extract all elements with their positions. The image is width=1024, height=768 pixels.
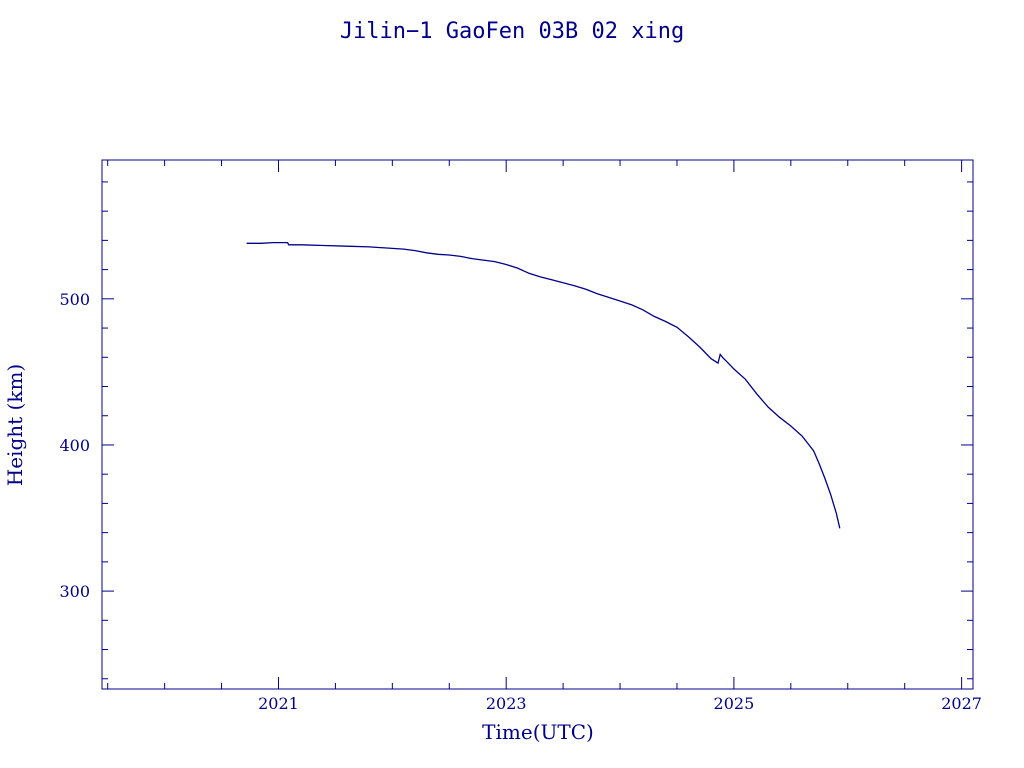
x-axis-label: Time(UTC) <box>482 720 594 744</box>
y-tick-label: 400 <box>59 436 90 455</box>
x-tick-label: 2025 <box>714 694 755 713</box>
tick-labels: 2021 2023 2025 2027 300 400 500 <box>59 290 982 713</box>
x-tick-label: 2023 <box>486 694 527 713</box>
chart-title: Jilin−1 GaoFen 03B 02 xing <box>340 19 684 44</box>
y-tick-label: 300 <box>59 582 90 601</box>
plot-frame <box>101 159 974 690</box>
height-series-line <box>246 241 841 529</box>
x-tick-label: 2021 <box>258 694 299 713</box>
y-axis-label: Height (km) <box>3 364 27 486</box>
axis-ticks <box>102 160 973 689</box>
x-tick-label: 2027 <box>941 694 982 713</box>
y-tick-label: 500 <box>59 290 90 309</box>
